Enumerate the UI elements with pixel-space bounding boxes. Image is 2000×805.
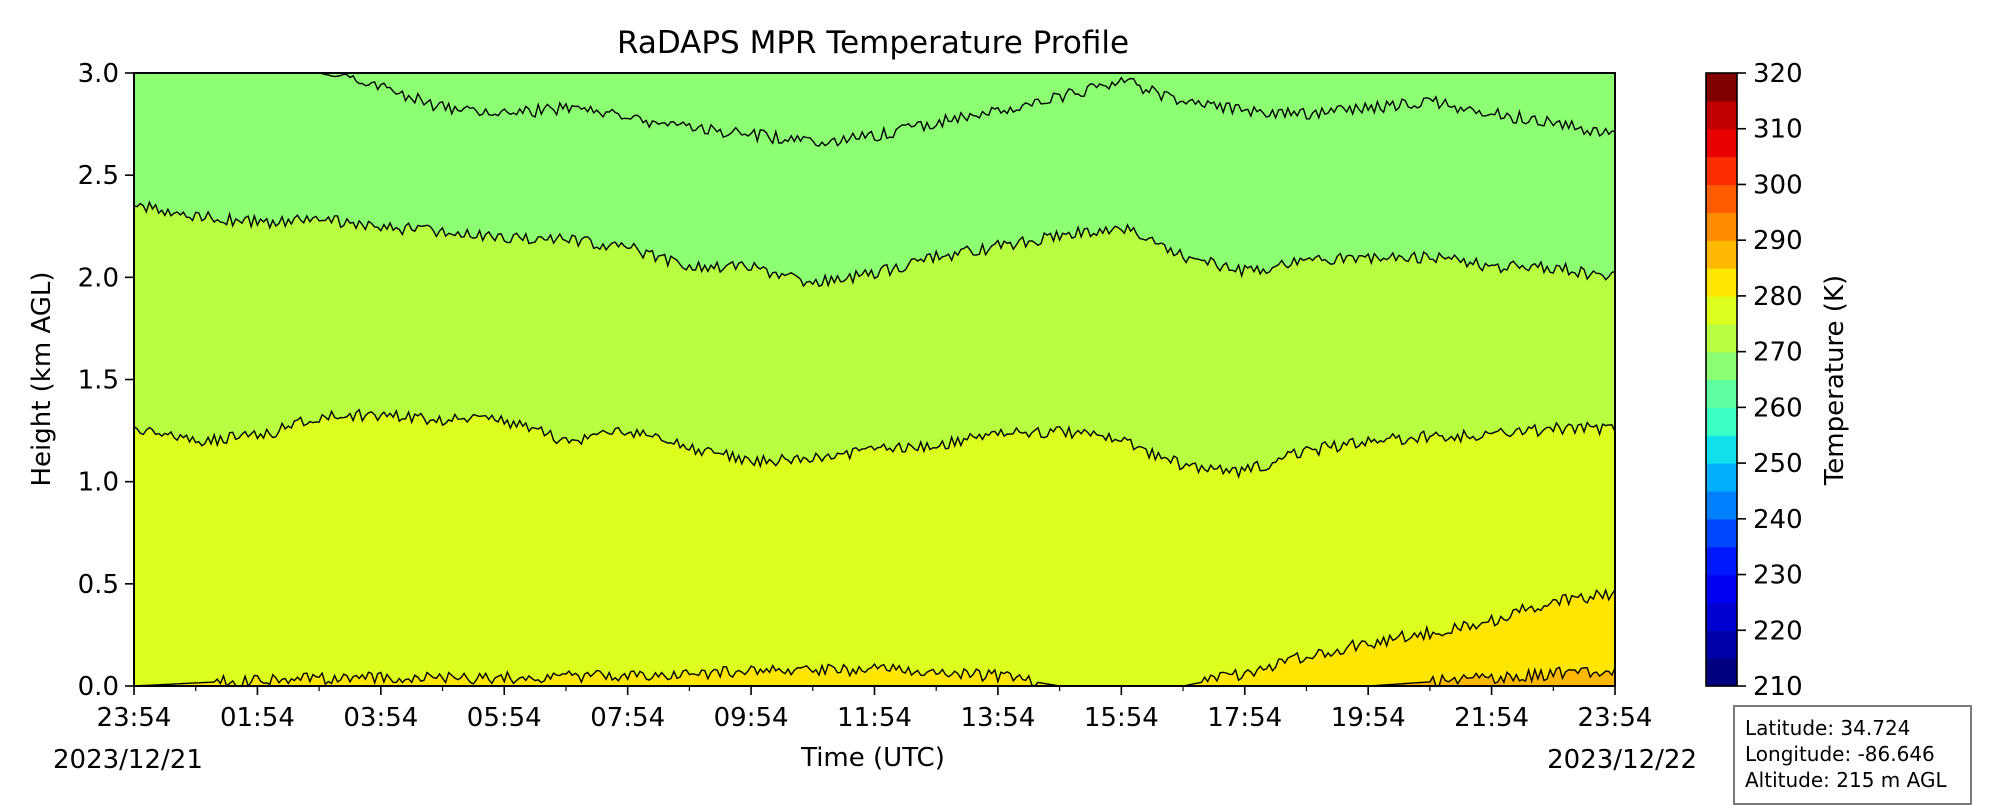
x-tick-label: 09:54 <box>714 703 789 733</box>
colorbar-level-310 <box>1706 100 1737 130</box>
colorbar-level-275 <box>1706 295 1737 325</box>
isotherm-275K <box>133 408 1616 480</box>
isotherm-270K <box>133 200 1616 288</box>
x-tick-label: 19:54 <box>1331 703 1406 733</box>
isotherm-280K <box>133 588 1616 688</box>
colorbar-tick-label: 290 <box>1753 226 1803 256</box>
colorbar-frame <box>1705 72 1738 687</box>
colorbar-level-300 <box>1706 156 1737 186</box>
y-tick-label: 2.0 <box>78 263 119 293</box>
x-tick-label: 11:54 <box>837 703 912 733</box>
plot-area <box>133 72 1616 688</box>
colorbar-tick-label: 320 <box>1753 59 1803 89</box>
x-tick-label: 03:54 <box>343 703 418 733</box>
colorbar-label: Temperature (K) <box>1820 275 1850 486</box>
temperature-band-285-290 <box>134 667 1615 686</box>
y-tick-label: 0.0 <box>78 672 119 702</box>
colorbar-tick-label: 280 <box>1753 282 1803 312</box>
altitude-text: Altitude: 215 m AGL <box>1745 768 1947 792</box>
y-axis-label: Height (km AGL) <box>27 271 57 486</box>
temperature-band-280-285 <box>134 589 1615 686</box>
y-tick-label: 2.5 <box>78 161 119 191</box>
x-axis: 23:54 01:54 03:54 05:54 07:54 09:54 11:54 13:54… <box>97 686 1653 733</box>
temperature-band-275-280 <box>134 409 1615 686</box>
isotherm-265K <box>134 72 1616 147</box>
x-tick-label: 13:54 <box>960 703 1035 733</box>
colorbar-level-215 <box>1706 630 1737 659</box>
colorbar-tick-label: 250 <box>1753 449 1803 479</box>
end-date-label: 2023/12/22 <box>1547 745 1697 775</box>
x-tick-label: 01:54 <box>220 703 295 733</box>
y-tick-label: 1.0 <box>78 468 119 498</box>
y-axis: 0.0 0.5 1.0 1.5 2.0 2.5 3.0 <box>78 59 134 702</box>
station-info-box: Latitude: 34.724 Longitude: -86.646 Alti… <box>1733 705 1972 805</box>
colorbar-level-265 <box>1706 351 1737 381</box>
colorbar-tick-label: 300 <box>1753 170 1803 200</box>
colorbar-tick-label: 230 <box>1753 561 1803 591</box>
colorbar-level-230 <box>1706 546 1737 576</box>
colorbar-level-255 <box>1706 407 1737 436</box>
x-axis-label: Time (UTC) <box>800 743 945 773</box>
colorbar: 210 220 230 240 250 260 270 280 290 300 310 320 <box>1705 59 1803 702</box>
colorbar-tick-label: 260 <box>1753 393 1803 423</box>
x-tick-label: 23:54 <box>97 703 172 733</box>
colorbar-level-225 <box>1706 574 1737 604</box>
colorbar-level-260 <box>1706 379 1737 408</box>
colorbar-level-270 <box>1706 323 1737 353</box>
colorbar-tick-label: 310 <box>1753 115 1803 145</box>
x-tick-label: 05:54 <box>467 703 542 733</box>
x-tick-label: 15:54 <box>1084 703 1159 733</box>
longitude-text: Longitude: -86.646 <box>1745 742 1935 766</box>
colorbar-level-210 <box>1706 658 1737 687</box>
colorbar-level-240 <box>1706 490 1737 520</box>
colorbar-level-235 <box>1706 518 1737 548</box>
colorbar-level-290 <box>1706 212 1737 241</box>
x-tick-label: 21:54 <box>1454 703 1529 733</box>
x-tick-label: 17:54 <box>1207 703 1282 733</box>
colorbar-tick-label: 220 <box>1753 616 1803 646</box>
colorbar-level-220 <box>1706 602 1737 631</box>
colorbar-tick-label: 240 <box>1753 505 1803 535</box>
colorbar-tick-label: 270 <box>1753 338 1803 368</box>
colorbar-level-305 <box>1706 128 1737 158</box>
chart-title: RaDAPS MPR Temperature Profile <box>617 25 1129 61</box>
colorbar-tick-label: 210 <box>1753 672 1803 702</box>
colorbar-level-295 <box>1706 184 1737 213</box>
colorbar-level-245 <box>1706 463 1737 492</box>
y-tick-label: 3.0 <box>78 59 119 89</box>
x-tick-label: 07:54 <box>590 703 665 733</box>
y-tick-label: 1.5 <box>78 366 119 396</box>
latitude-text: Latitude: 34.724 <box>1745 716 1911 740</box>
y-tick-label: 0.5 <box>78 570 119 600</box>
temperature-fill-layer <box>134 73 1615 687</box>
colorbar-level-250 <box>1706 435 1737 464</box>
colorbar-level-280 <box>1706 268 1737 297</box>
colorbar-level-315 <box>1706 73 1737 102</box>
start-date-label: 2023/12/21 <box>53 745 203 775</box>
colorbar-level-285 <box>1706 240 1737 269</box>
x-tick-label: 23:54 <box>1578 703 1653 733</box>
